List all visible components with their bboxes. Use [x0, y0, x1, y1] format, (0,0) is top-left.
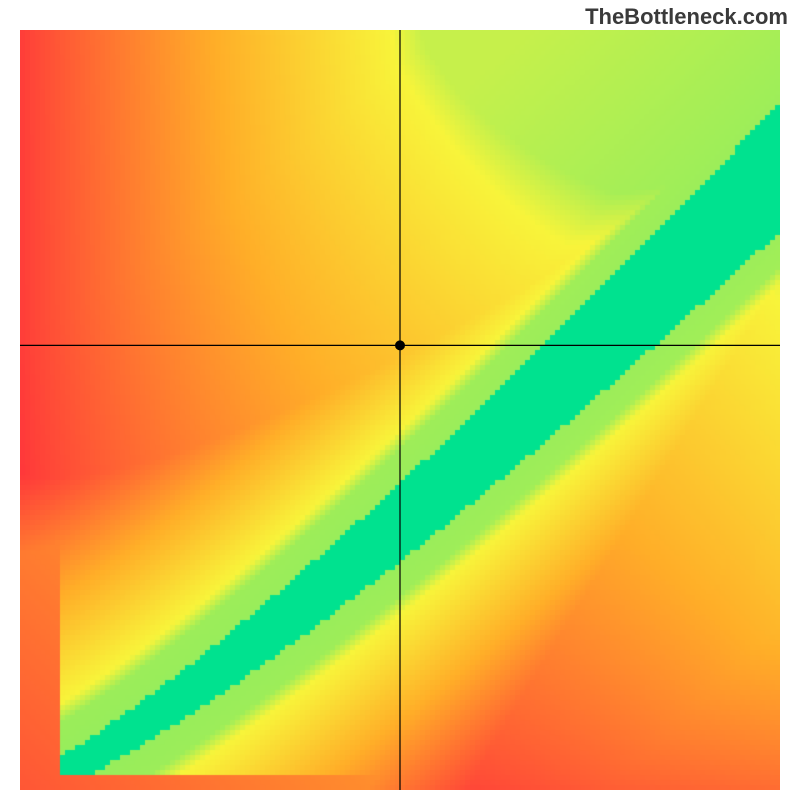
- watermark-text: TheBottleneck.com: [585, 4, 788, 30]
- bottleneck-heatmap: [20, 30, 780, 790]
- chart-container: TheBottleneck.com: [0, 0, 800, 800]
